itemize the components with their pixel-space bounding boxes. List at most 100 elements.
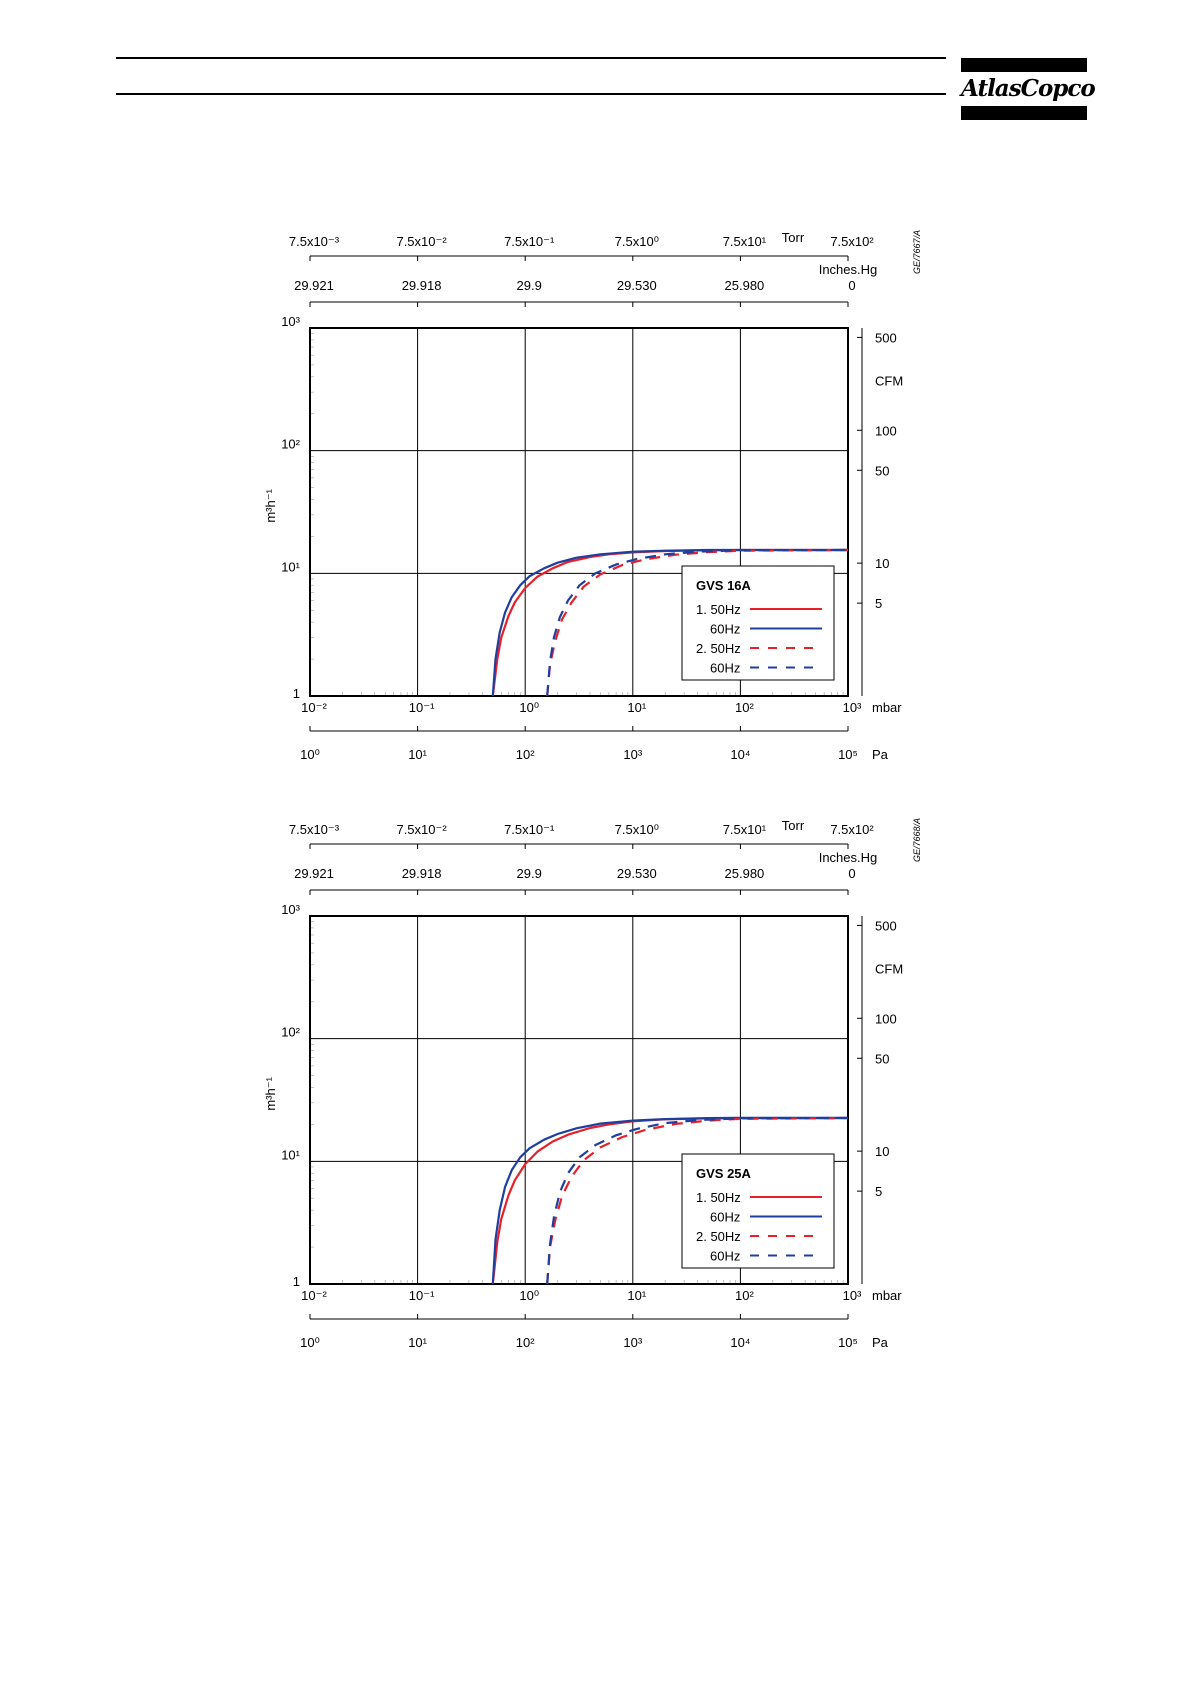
series-line-2: [491, 1116, 848, 1284]
torr-tick-label: 7.5x10⁻³: [289, 822, 340, 837]
figure-id-label: GE/7668/A: [912, 818, 922, 862]
pa-tick-label: 10¹: [408, 747, 427, 762]
legend-entry-label: 60Hz: [710, 1210, 740, 1225]
pa-tick-label: 10⁴: [730, 1335, 750, 1350]
inhg-tick-label: 29.530: [617, 278, 657, 293]
inhg-tick-label: 29.921: [294, 278, 334, 293]
legend-box: [681, 1153, 835, 1269]
torr-tick-label: 7.5x10²: [830, 234, 874, 249]
legend-title: GVS 25A: [696, 1166, 752, 1181]
pa-tick-label: 10²: [516, 747, 535, 762]
cfm-tick-label: 50: [875, 463, 889, 478]
legend-entry-label: 60Hz: [710, 1249, 740, 1264]
y-tick-label: 1: [293, 686, 300, 701]
torr-tick-label: 7.5x10²: [830, 822, 874, 837]
series-line-2: [491, 548, 848, 696]
legend-box: [681, 565, 835, 681]
plot-frame: [309, 327, 849, 697]
series-line-4: [546, 548, 848, 696]
mbar-tick-label: 10⁻¹: [409, 700, 435, 715]
inhg-unit-label: Inches.Hg: [819, 850, 878, 865]
mbar-tick-label: 10²: [735, 700, 754, 715]
atlas-copco-logo: AtlasCopco: [961, 58, 1096, 121]
torr-tick-label: 7.5x10⁻²: [396, 234, 447, 249]
series-line-3: [546, 1117, 848, 1284]
cfm-tick-label: 100: [875, 1011, 897, 1026]
y-tick-label: 10³: [281, 902, 300, 917]
pa-tick-label: 10²: [516, 1335, 535, 1350]
y-axis-label: m³h⁻¹: [263, 1076, 278, 1110]
y-axis-label: m³h⁻¹: [263, 488, 278, 522]
cfm-tick-label: 5: [875, 596, 882, 611]
y-tick-label: 1: [293, 1274, 300, 1289]
mbar-tick-label: 10³: [843, 1288, 862, 1303]
mbar-tick-label: 10³: [843, 700, 862, 715]
pumping-speed-chart-gvs-25a: 1 10¹ 10² 10³ m³h⁻¹ 10⁻² 10⁻¹ 10⁰ 10¹ 10² 10³ mbar 1…: [263, 818, 922, 1350]
cfm-tick-label: 10: [875, 556, 889, 571]
inhg-tick-label: 25.980: [725, 866, 765, 881]
pa-unit-label: Pa: [872, 747, 889, 762]
cfm-tick-label: 500: [875, 918, 897, 933]
y-tick-label: 10¹: [281, 1147, 300, 1162]
cfm-tick-label: 100: [875, 423, 897, 438]
torr-tick-label: 7.5x10¹: [723, 234, 767, 249]
pa-tick-label: 10³: [623, 747, 642, 762]
mbar-tick-label: 10⁻¹: [409, 1288, 435, 1303]
cfm-tick-label: 50: [875, 1051, 889, 1066]
cfm-tick-label: 10: [875, 1144, 889, 1159]
cfm-tick-label: 500: [875, 330, 897, 345]
torr-tick-label: 7.5x10⁻¹: [504, 234, 555, 249]
pa-tick-label: 10⁰: [300, 747, 320, 762]
legend-entry-label: 2. 50Hz: [696, 1229, 741, 1244]
torr-unit-label: Torr: [782, 230, 805, 245]
y-tick-label: 10²: [281, 1025, 300, 1040]
pa-tick-label: 10³: [623, 1335, 642, 1350]
torr-tick-label: 7.5x10⁻³: [289, 234, 340, 249]
y-tick-label: 10³: [281, 314, 300, 329]
inhg-tick-label: 29.530: [617, 866, 657, 881]
inhg-tick-label: 25.980: [725, 278, 765, 293]
inhg-tick-label: 29.921: [294, 866, 334, 881]
header-rule-top: [116, 57, 946, 59]
pa-tick-label: 10⁴: [730, 747, 750, 762]
mbar-unit-label: mbar: [872, 1288, 902, 1303]
torr-tick-label: 7.5x10¹: [723, 822, 767, 837]
pa-tick-label: 10⁰: [300, 1335, 320, 1350]
logo-wordmark: AtlasCopco: [961, 75, 1096, 102]
inhg-tick-label: 0: [848, 278, 855, 293]
legend-title: GVS 16A: [696, 578, 752, 593]
torr-tick-label: 7.5x10⁰: [615, 234, 659, 249]
mbar-tick-label: 10²: [735, 1288, 754, 1303]
logo-bar-bottom: [961, 106, 1087, 120]
pa-unit-label: Pa: [872, 1335, 889, 1350]
inhg-tick-label: 29.918: [402, 866, 442, 881]
plot-frame: [309, 915, 849, 1285]
mbar-tick-label: 10⁻²: [301, 700, 327, 715]
legend-entry-label: 60Hz: [710, 622, 740, 637]
legend-entry-label: 1. 50Hz: [696, 1190, 741, 1205]
logo-bar-top: [961, 58, 1087, 72]
mbar-tick-label: 10⁻²: [301, 1288, 327, 1303]
inhg-unit-label: Inches.Hg: [819, 262, 878, 277]
cfm-tick-label: 5: [875, 1184, 882, 1199]
inhg-tick-label: 29.9: [517, 278, 542, 293]
pa-tick-label: 10⁵: [838, 747, 858, 762]
cfm-unit-label: CFM: [875, 373, 903, 388]
torr-tick-label: 7.5x10⁻¹: [504, 822, 555, 837]
cfm-unit-label: CFM: [875, 961, 903, 976]
legend-entry-label: 1. 50Hz: [696, 602, 741, 617]
series-line-4: [546, 1116, 848, 1284]
pa-tick-label: 10⁵: [838, 1335, 858, 1350]
mbar-tick-label: 10¹: [627, 1288, 646, 1303]
mbar-unit-label: mbar: [872, 700, 902, 715]
mbar-tick-label: 10¹: [627, 700, 646, 715]
inhg-tick-label: 29.918: [402, 278, 442, 293]
header-rule-bottom: [116, 93, 946, 95]
inhg-tick-label: 29.9: [517, 866, 542, 881]
mbar-tick-label: 10⁰: [519, 1288, 539, 1303]
legend-entry-label: 60Hz: [710, 661, 740, 676]
mbar-tick-label: 10⁰: [519, 700, 539, 715]
pa-tick-label: 10¹: [408, 1335, 427, 1350]
legend-entry-label: 2. 50Hz: [696, 641, 741, 656]
torr-tick-label: 7.5x10⁻²: [396, 822, 447, 837]
